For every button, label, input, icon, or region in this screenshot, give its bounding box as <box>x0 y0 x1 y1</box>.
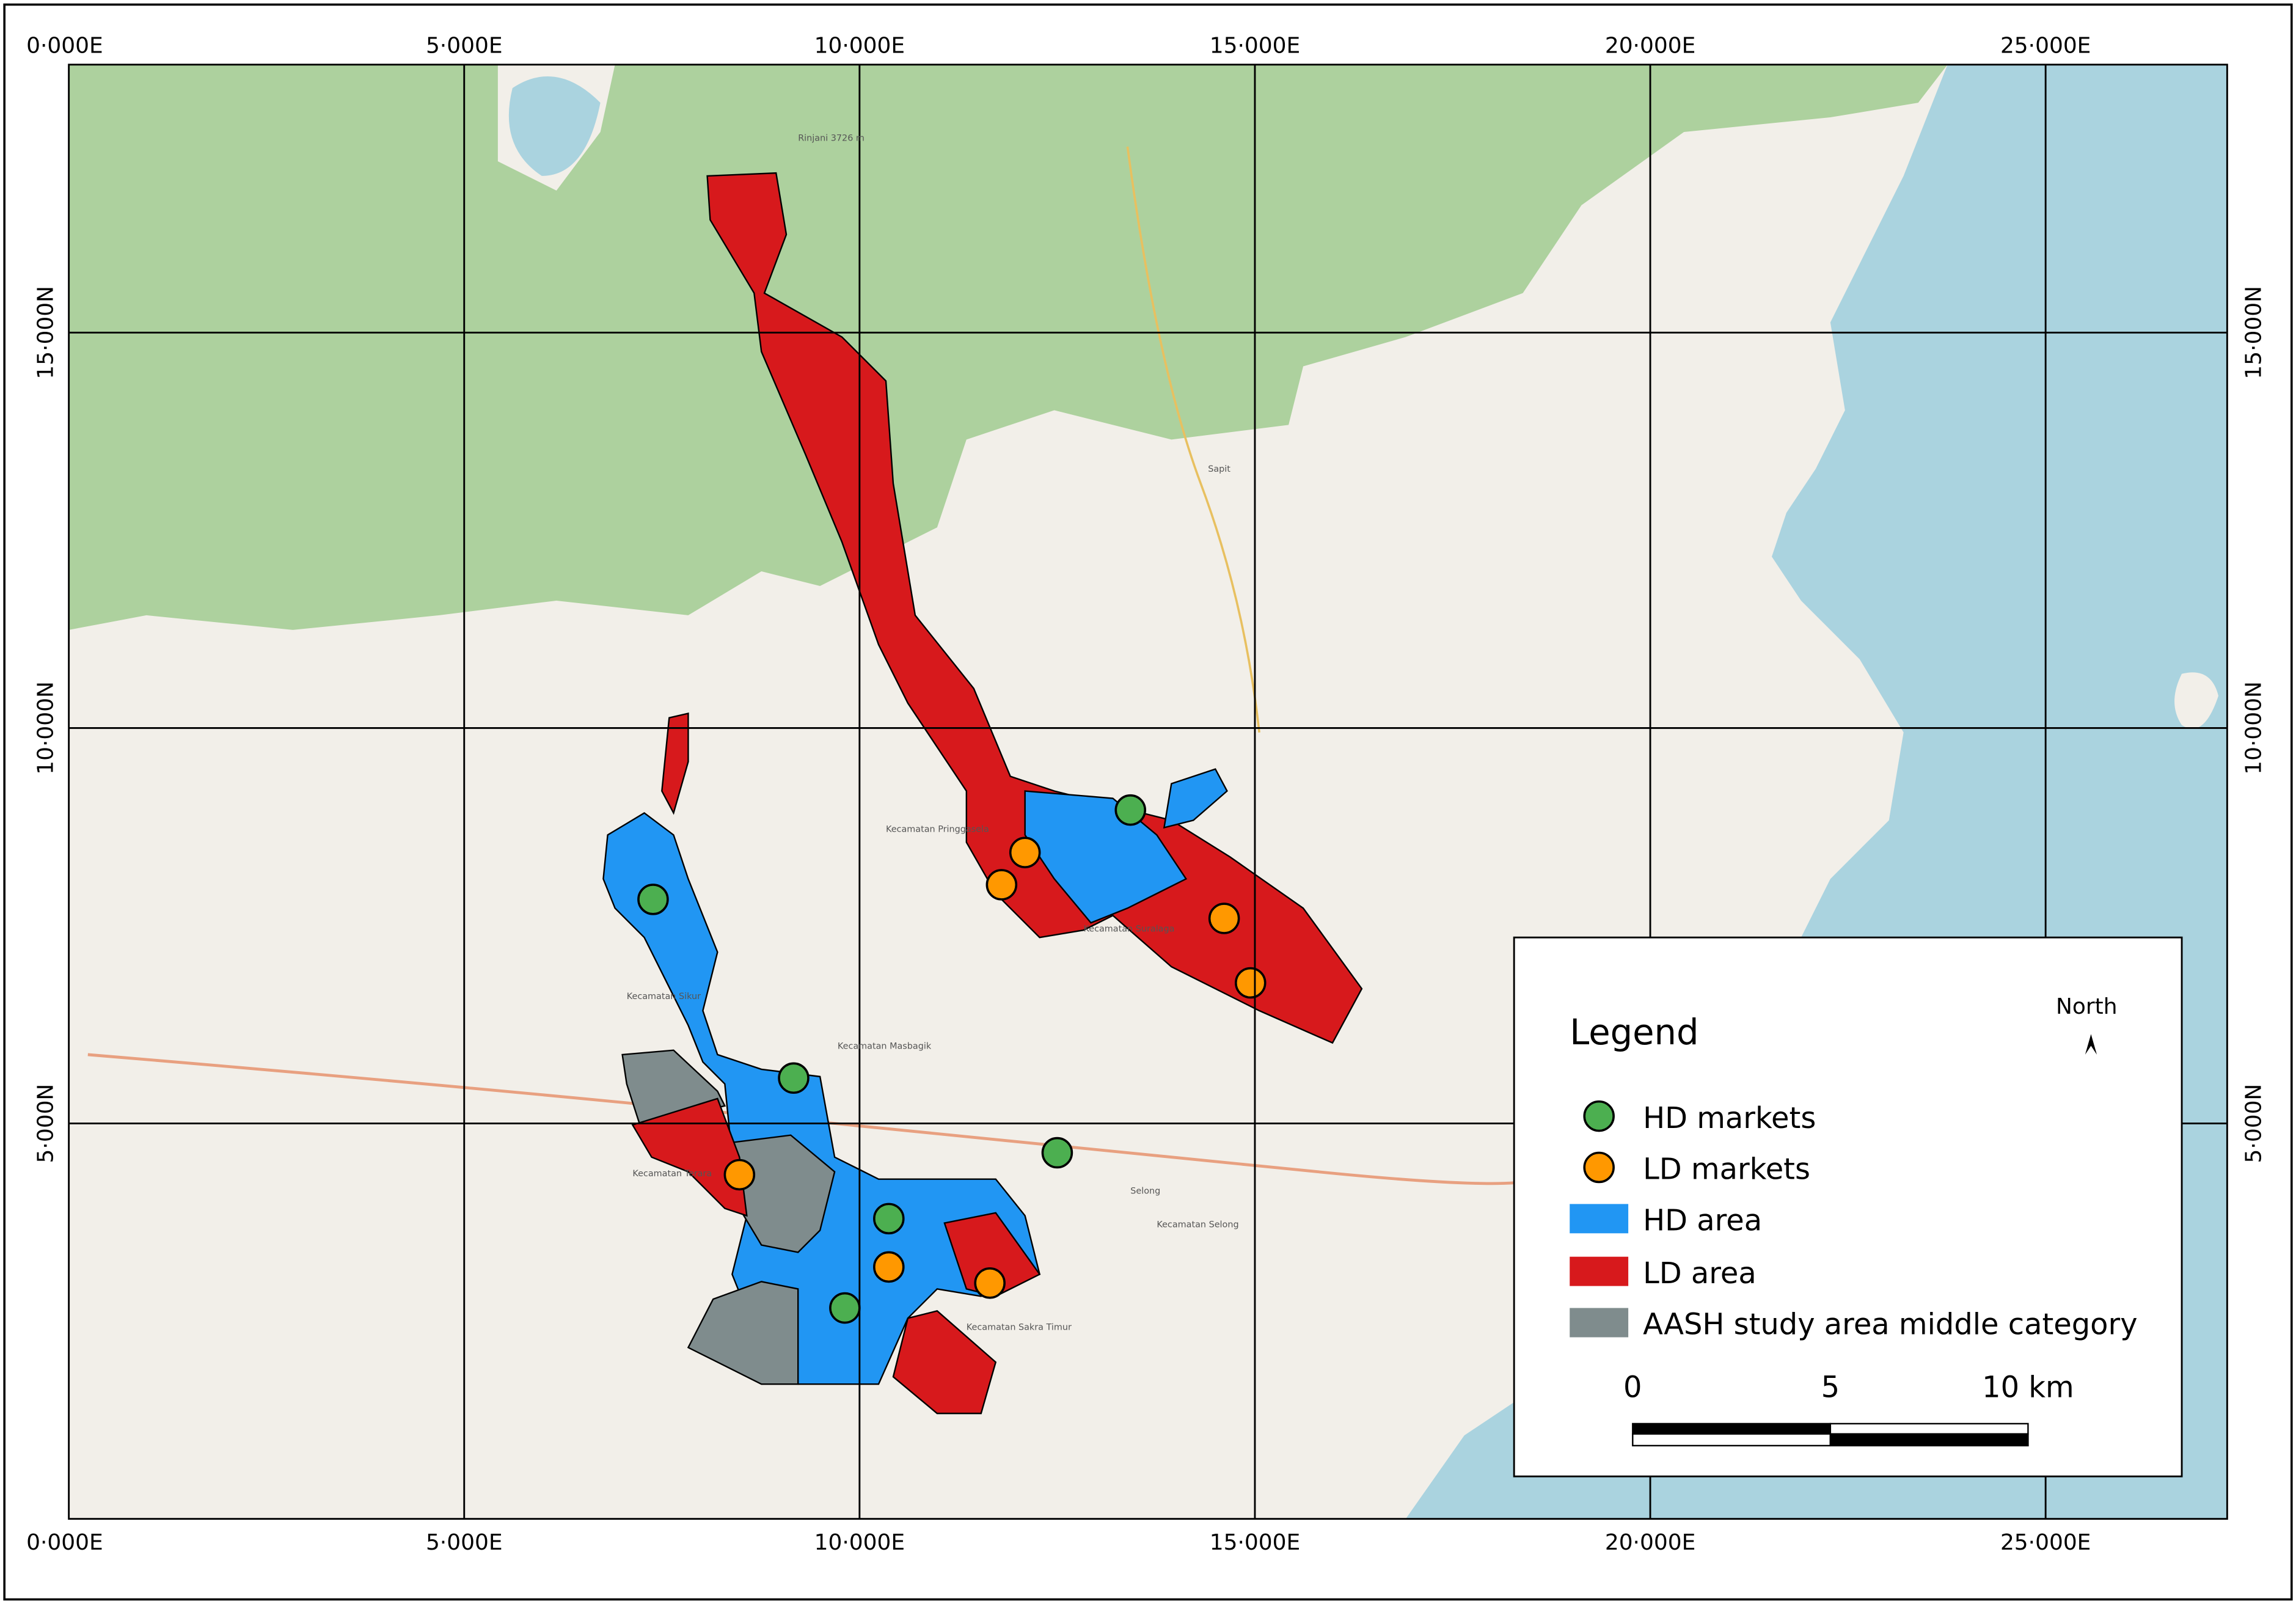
ld-market <box>1208 903 1240 934</box>
hd-market <box>1114 794 1147 826</box>
y-label: 10·000N <box>2241 681 2266 775</box>
hd-market <box>829 1292 861 1324</box>
y-label: 5·000N <box>33 1084 58 1163</box>
place-label: Sapit <box>1208 464 1230 474</box>
road <box>87 1053 1545 1185</box>
ld-market <box>974 1267 1006 1299</box>
legend-symbol <box>1583 1100 1615 1132</box>
x-label: 0·000E <box>26 1530 103 1555</box>
page-border <box>3 3 2293 1601</box>
x-label: 10·000E <box>814 34 905 59</box>
hd-market <box>873 1203 905 1235</box>
hd-area <box>1163 768 1228 829</box>
ld-market <box>873 1251 905 1283</box>
north-arrow <box>2085 1034 2097 1055</box>
ld-area <box>631 1097 748 1217</box>
ld-area <box>892 1310 997 1415</box>
place-label: Kecamatan Selong <box>1157 1220 1238 1230</box>
legend: Legend North HD markets LD markets HD area… <box>1513 936 2183 1478</box>
ld-market <box>723 1159 756 1191</box>
x-label: 10·000E <box>814 1530 905 1555</box>
x-label: 0·000E <box>26 34 103 59</box>
x-label: 25·000E <box>2000 34 2091 59</box>
ld-area <box>661 712 689 815</box>
middle-area <box>687 1281 799 1385</box>
island <box>2174 672 2218 729</box>
ld-market <box>985 869 1018 901</box>
legend-symbol <box>1570 1308 1629 1338</box>
scale-bar <box>1829 1433 2029 1447</box>
scale-label: 0 <box>1623 1371 1642 1405</box>
x-label: 25·000E <box>2000 1530 2091 1555</box>
place-label: Kecamatan Sikur <box>627 992 701 1002</box>
hd-market <box>637 884 669 915</box>
ld-market <box>1009 837 1041 868</box>
x-label: 20·000E <box>1605 1530 1695 1555</box>
place-label: Kecamatan Pringgasela <box>886 825 989 835</box>
place-label: Rinjani 3726 m <box>798 133 865 143</box>
legend-symbol <box>1570 1204 1629 1234</box>
scale-bar <box>1632 1423 1832 1435</box>
scale-bar <box>1829 1423 2029 1435</box>
place-label: Kecamatan Suralaga <box>1084 925 1175 934</box>
map-frame <box>68 64 2228 1520</box>
lake <box>508 76 601 176</box>
place-label: Kecamatan Masbagik <box>838 1041 932 1051</box>
legend-symbol <box>1570 1256 1629 1286</box>
place-label: Kecamatan Terara <box>632 1169 712 1179</box>
y-label: 5·000N <box>2241 1084 2266 1163</box>
hd-market <box>778 1062 810 1094</box>
ld-area <box>706 172 1363 1044</box>
hd-market <box>1041 1137 1073 1169</box>
y-label: 15·000N <box>33 286 58 379</box>
road <box>1126 146 1260 733</box>
x-label: 20·000E <box>1605 34 1695 59</box>
x-label: 15·000E <box>1210 34 1300 59</box>
markets <box>637 794 1267 1324</box>
legend-label: AASH study area middle category <box>1643 1308 2137 1342</box>
north-label: North <box>2056 994 2118 1019</box>
legend-title: Legend <box>1570 1012 1698 1053</box>
x-label: 5·000E <box>426 34 503 59</box>
legend-symbol <box>1583 1151 1615 1184</box>
scale-label: 10 km <box>1982 1371 2074 1405</box>
legend-label: HD markets <box>1643 1102 1816 1135</box>
scale-bar <box>1632 1433 1832 1447</box>
x-label: 15·000E <box>1210 1530 1300 1555</box>
forest <box>68 64 1948 630</box>
ld-market <box>1235 967 1267 999</box>
scale-label: 5 <box>1821 1371 1840 1405</box>
ld-area <box>943 1212 1041 1297</box>
legend-label: LD area <box>1643 1257 1757 1291</box>
hd-area <box>602 812 1041 1385</box>
place-label: Selong <box>1130 1187 1160 1196</box>
legend-label: HD area <box>1643 1204 1762 1238</box>
x-label: 5·000E <box>426 1530 503 1555</box>
y-label: 10·000N <box>33 681 58 775</box>
legend-label: LD markets <box>1643 1153 1810 1187</box>
place-label: Kecamatan Sakra Timur <box>967 1323 1072 1333</box>
y-label: 15·000N <box>2241 286 2266 379</box>
study-areas <box>602 172 1363 1415</box>
